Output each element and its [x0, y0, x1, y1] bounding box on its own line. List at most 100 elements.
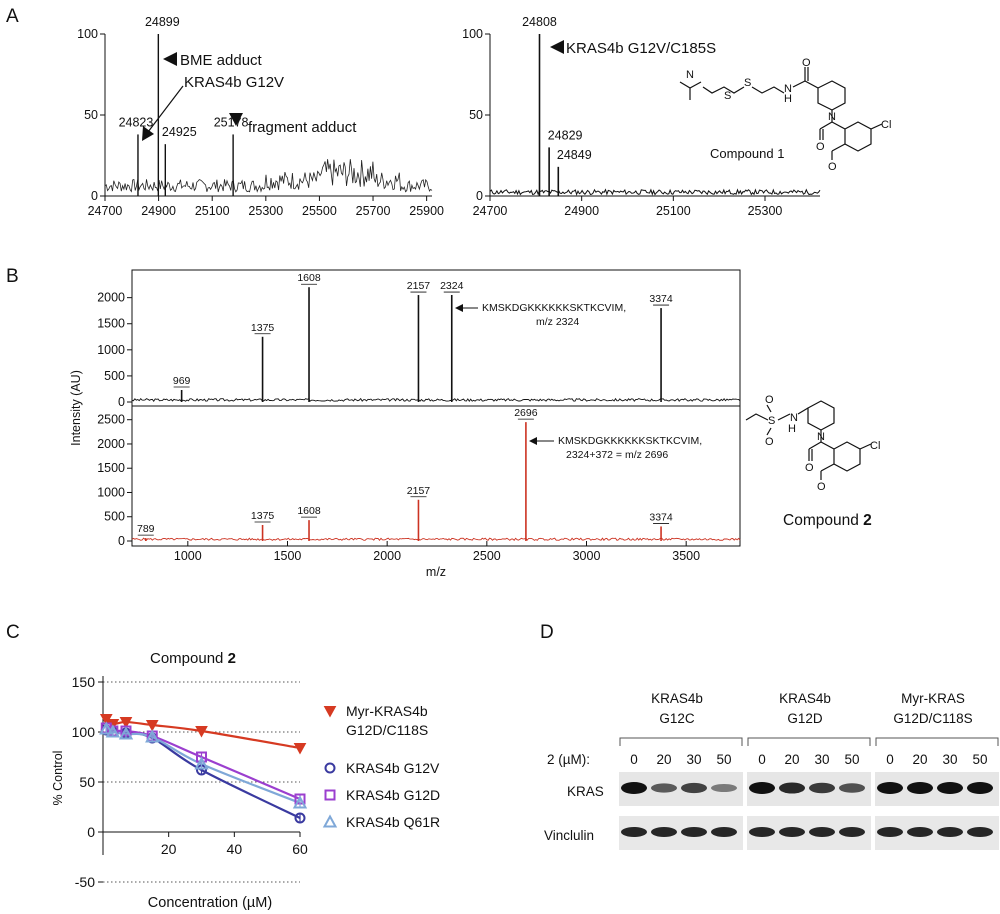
peak-label-1375: 1375	[251, 510, 275, 522]
legend-label-0: Myr-KRAS4b	[346, 703, 428, 719]
y-tick-label: 2000	[97, 291, 125, 305]
x-axis-label-b: m/z	[426, 565, 446, 579]
peak-label-24849: 24849	[557, 148, 592, 162]
peak-label-24823: 24823	[119, 115, 154, 129]
y-tick-label: 100	[77, 27, 98, 41]
dose-label: 20	[784, 752, 799, 767]
legend-label2-0: G12D/C118S	[346, 722, 428, 738]
peak-label-789: 789	[137, 523, 155, 535]
svg-text:Cl: Cl	[870, 440, 880, 452]
legend-label-1: KRAS4b G12V	[346, 760, 440, 776]
kras-c185s-arrow	[550, 40, 564, 54]
x-tick-label: 25900	[409, 204, 444, 218]
y-tick-label: 50	[84, 108, 98, 122]
data-point-series-3	[105, 724, 121, 738]
x-tick-label: 25700	[356, 204, 391, 218]
band-kras	[967, 782, 993, 794]
legend-marker-3	[322, 814, 338, 828]
group-label-line1-1: KRAS4b	[779, 691, 831, 706]
band-kras	[711, 783, 737, 793]
svg-text:N: N	[817, 431, 825, 443]
band-vinculin	[711, 827, 737, 837]
compound-2-structure	[745, 400, 872, 480]
x-tick-label: 40	[227, 841, 243, 857]
svg-text:O: O	[765, 436, 774, 448]
compound-2-label: Compound 2	[783, 512, 872, 529]
spectrum-line-b-bottom	[131, 537, 741, 542]
legend-marker-1	[324, 762, 336, 774]
y-tick-label: 0	[476, 189, 483, 203]
peak-label-2157: 2157	[407, 280, 431, 292]
band-vinculin	[779, 827, 805, 837]
svg-text:Cl: Cl	[881, 119, 891, 131]
chart-b: Intensity (AU) 0 500 1000 1500 2000 0 500 1000…	[69, 269, 741, 579]
y-tick-label: 100	[462, 27, 483, 41]
y-tick-label: 500	[104, 369, 125, 383]
data-point-series-1	[294, 812, 306, 824]
y-tick-label: 0	[118, 534, 125, 548]
data-point-series-3	[292, 795, 308, 809]
x-tick-label: 1000	[174, 549, 202, 563]
x-tick-label: 25500	[302, 204, 337, 218]
peak-label-24899: 24899	[145, 15, 180, 29]
dose-label: 50	[972, 752, 987, 767]
kras-g12v-arrowhead	[142, 126, 154, 141]
band-vinculin	[967, 827, 993, 837]
panel-label-a: A	[6, 6, 19, 27]
svg-text:O: O	[828, 161, 837, 173]
svg-text:S: S	[768, 415, 775, 427]
x-tick-label: 24900	[564, 204, 599, 218]
compound-1-structure	[679, 67, 883, 160]
group-label-line2-2: G12D/C118S	[893, 711, 972, 726]
panel-label-c: C	[6, 622, 20, 643]
dose-label: 50	[844, 752, 859, 767]
x-tick-label: 3500	[672, 549, 700, 563]
x-tick-label: 20	[161, 841, 177, 857]
svg-text:N: N	[828, 111, 836, 123]
group-bracket-2	[875, 737, 999, 746]
y-tick-label: 0	[87, 824, 95, 840]
band-vinculin	[907, 827, 933, 837]
spectrum-line-a-right	[489, 188, 821, 196]
band-vinculin	[937, 827, 963, 837]
peak-label-2157: 2157	[407, 485, 431, 497]
x-tick-label: 25300	[248, 204, 283, 218]
y-tick-label: 150	[72, 674, 96, 690]
peak-label-1608: 1608	[297, 272, 321, 284]
y-tick-label: 1500	[97, 461, 125, 475]
bme-adduct-arrow	[163, 52, 177, 66]
dose-label: 20	[656, 752, 671, 767]
peak-label-969: 969	[173, 375, 191, 387]
plot-frame-b	[131, 269, 741, 547]
y-axis-label-b: Intensity (AU)	[69, 370, 83, 446]
annotation-bme-adduct: BME adduct	[180, 52, 263, 69]
svg-text:N: N	[686, 69, 694, 81]
legend-marker-0	[323, 706, 337, 718]
dose-label: 30	[814, 752, 829, 767]
band-kras	[651, 783, 677, 793]
annotation-b-top-line1: KMSKDGKKKKKKSKTKCVIM,	[482, 302, 626, 314]
band-kras	[621, 782, 647, 794]
x-axis-label-c: Concentration (µM)	[148, 895, 272, 911]
x-tick-label: 3000	[573, 549, 601, 563]
annotation-b-bottom-line1: KMSKDGKKKKKKSKTKCVIM,	[558, 435, 702, 447]
peak-label-3374: 3374	[649, 511, 673, 523]
row-label-vinculin: Vinclulin	[544, 828, 594, 843]
x-tick-label: 24700	[88, 204, 123, 218]
annotation-b-bottom-line2: 2324+372 = m/z 2696	[566, 449, 668, 461]
panel-label-b: B	[6, 266, 19, 287]
y-tick-label: 50	[469, 108, 483, 122]
annotation-fragment-adduct: fragment adduct	[248, 119, 357, 136]
x-tick-label: 24700	[473, 204, 508, 218]
group-label-line2-1: G12D	[787, 711, 823, 726]
svg-text:H: H	[784, 93, 792, 105]
compound-2-atoms: O S O N H N O Cl O	[765, 394, 880, 493]
chart-a-left: 0 50 100 24700 24900 25100 25300 25500 25700 2590…	[77, 15, 444, 218]
band-vinculin	[651, 827, 677, 837]
peak-label-1608: 1608	[297, 505, 321, 517]
spectrum-line-b-top	[131, 397, 741, 403]
y-tick-label: 1000	[97, 343, 125, 357]
band-kras	[749, 782, 775, 794]
band-kras	[937, 782, 963, 794]
